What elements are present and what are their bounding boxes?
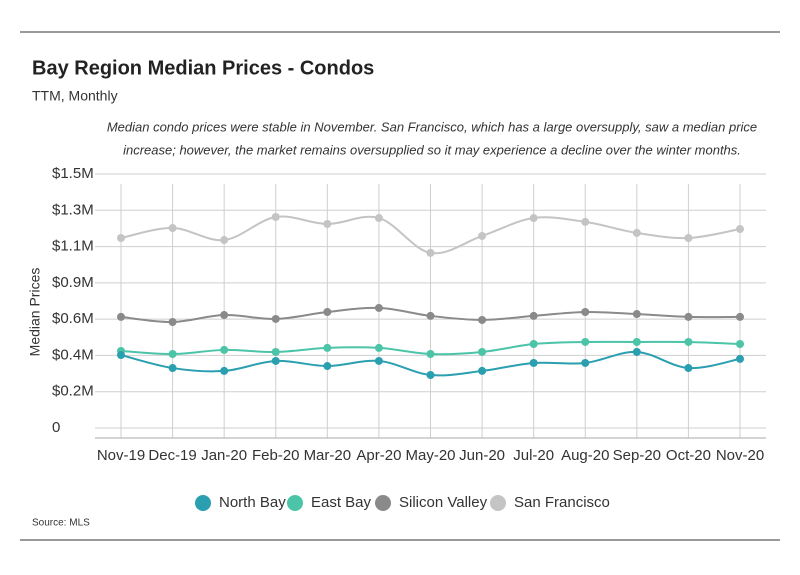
data-point — [168, 350, 177, 359]
data-point — [632, 347, 641, 356]
data-point — [220, 366, 229, 375]
data-point — [168, 224, 177, 233]
data-point — [581, 308, 590, 317]
data-point — [168, 317, 177, 326]
data-point — [478, 366, 487, 375]
data-point — [684, 234, 693, 243]
x-tick-label: Mar-20 — [304, 447, 352, 464]
data-point — [529, 340, 538, 349]
data-point — [374, 343, 383, 352]
data-point — [736, 340, 744, 349]
data-point — [271, 356, 280, 365]
chart-subtitle: TTM, Monthly — [32, 88, 118, 104]
source: Source: MLS — [32, 518, 90, 529]
y-tick-label: $0.4M — [52, 346, 94, 363]
x-tick-label: Dec-19 — [148, 447, 196, 464]
legend-label: Silicon Valley — [399, 494, 488, 511]
legend-label: East Bay — [311, 494, 372, 511]
data-point — [374, 356, 383, 365]
chart-title: Bay Region Median Prices - Condos — [32, 57, 374, 79]
legend-swatch — [490, 495, 506, 511]
data-point — [478, 347, 487, 356]
data-point — [271, 314, 280, 323]
x-tick-label: Sep-20 — [613, 447, 661, 464]
legend-swatch — [195, 495, 211, 511]
x-tick-label: Nov-20 — [716, 447, 764, 464]
annotation: Median condo prices were stable in Novem… — [107, 119, 757, 134]
x-tick-label: Jun-20 — [459, 447, 505, 464]
data-point — [684, 364, 693, 373]
y-tick-label: 0 — [52, 419, 60, 436]
x-tick-label: Nov-19 — [97, 447, 145, 464]
data-point — [220, 236, 229, 245]
x-tick-label: Oct-20 — [666, 447, 711, 464]
data-point — [426, 248, 435, 257]
data-point — [271, 347, 280, 356]
data-point — [736, 312, 744, 321]
legend-swatch — [287, 495, 303, 511]
data-point — [632, 228, 641, 237]
legend-label: San Francisco — [514, 494, 610, 511]
data-point — [220, 345, 229, 354]
data-point — [323, 343, 332, 352]
data-point — [529, 311, 538, 320]
data-point — [168, 364, 177, 373]
data-point — [426, 370, 435, 379]
data-point — [323, 308, 332, 317]
data-point — [529, 214, 538, 223]
annotation: increase; however, the market remains ov… — [123, 142, 741, 157]
data-point — [374, 303, 383, 312]
data-point — [684, 337, 693, 346]
data-point — [581, 337, 590, 346]
data-point — [632, 310, 641, 319]
data-point — [220, 311, 229, 320]
y-tick-label: $1.5M — [52, 165, 94, 182]
y-tick-label: $1.1M — [52, 238, 94, 255]
data-point — [323, 362, 332, 371]
data-point — [684, 312, 693, 321]
data-point — [478, 231, 487, 240]
y-tick-label: $0.2M — [52, 383, 94, 400]
x-tick-label: Jul-20 — [513, 447, 554, 464]
data-point — [529, 358, 538, 367]
data-point — [581, 217, 590, 226]
x-tick-label: Jan-20 — [201, 447, 247, 464]
x-tick-label: Apr-20 — [356, 447, 401, 464]
data-point — [271, 213, 280, 222]
data-point — [736, 354, 744, 363]
x-tick-label: Aug-20 — [561, 447, 609, 464]
y-tick-label: $0.9M — [52, 274, 94, 291]
data-point — [117, 234, 125, 243]
data-point — [478, 315, 487, 324]
data-point — [117, 312, 125, 321]
y-axis-label: Median Prices — [27, 268, 43, 357]
y-tick-label: $1.3M — [52, 201, 94, 218]
data-point — [426, 350, 435, 359]
x-tick-label: Feb-20 — [252, 447, 300, 464]
legend-label: North Bay — [219, 494, 286, 511]
data-point — [374, 214, 383, 223]
data-point — [736, 225, 744, 234]
x-tick-label: May-20 — [405, 447, 455, 464]
data-point — [117, 351, 125, 360]
legend-swatch — [375, 495, 391, 511]
data-point — [581, 358, 590, 367]
y-tick-label: $0.6M — [52, 310, 94, 327]
data-point — [632, 337, 641, 346]
data-point — [323, 219, 332, 228]
data-point — [426, 311, 435, 320]
